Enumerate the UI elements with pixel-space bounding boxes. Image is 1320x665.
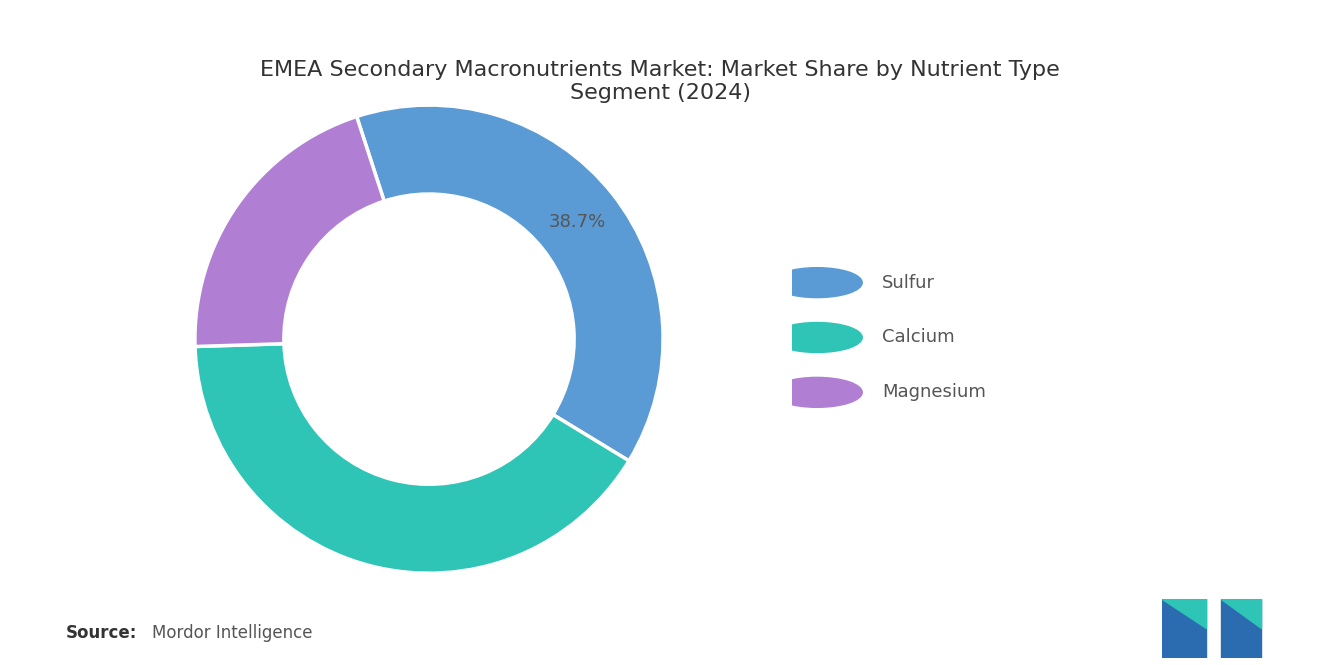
Text: Source:: Source: (66, 624, 137, 642)
Text: Mordor Intelligence: Mordor Intelligence (152, 624, 313, 642)
Text: Calcium: Calcium (882, 329, 954, 346)
Circle shape (772, 323, 862, 352)
Text: Sulfur: Sulfur (882, 273, 936, 292)
Wedge shape (195, 344, 628, 573)
Polygon shape (1221, 598, 1261, 658)
Wedge shape (356, 105, 663, 461)
Circle shape (772, 268, 862, 298)
Polygon shape (1221, 598, 1261, 628)
Circle shape (772, 378, 862, 407)
Polygon shape (1162, 598, 1206, 628)
Wedge shape (195, 116, 384, 346)
Text: Magnesium: Magnesium (882, 383, 986, 402)
Polygon shape (1162, 598, 1206, 658)
Text: 38.7%: 38.7% (549, 213, 606, 231)
Text: EMEA Secondary Macronutrients Market: Market Share by Nutrient Type
Segment (202: EMEA Secondary Macronutrients Market: Ma… (260, 60, 1060, 103)
